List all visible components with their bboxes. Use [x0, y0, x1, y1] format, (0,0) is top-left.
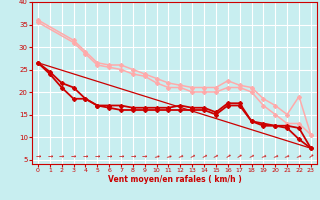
- Text: →: →: [236, 152, 243, 159]
- Text: →: →: [177, 153, 184, 159]
- Text: →: →: [165, 153, 172, 159]
- Text: →: →: [272, 153, 279, 159]
- X-axis label: Vent moyen/en rafales ( km/h ): Vent moyen/en rafales ( km/h ): [108, 175, 241, 184]
- Text: →: →: [260, 153, 267, 159]
- Text: →: →: [189, 153, 196, 159]
- Text: →: →: [47, 153, 52, 158]
- Text: →: →: [35, 153, 41, 158]
- Text: →: →: [153, 153, 160, 159]
- Text: →: →: [118, 153, 124, 158]
- Text: →: →: [224, 152, 231, 159]
- Text: →: →: [248, 153, 255, 159]
- Text: →: →: [83, 153, 88, 158]
- Text: →: →: [307, 152, 315, 159]
- Text: →: →: [284, 153, 291, 159]
- Text: →: →: [212, 153, 220, 159]
- Text: →: →: [201, 153, 207, 159]
- Text: →: →: [107, 153, 112, 158]
- Text: →: →: [142, 153, 147, 158]
- Text: →: →: [296, 153, 302, 159]
- Text: →: →: [59, 153, 64, 158]
- Text: →: →: [130, 153, 135, 158]
- Text: →: →: [71, 153, 76, 158]
- Text: →: →: [95, 153, 100, 158]
